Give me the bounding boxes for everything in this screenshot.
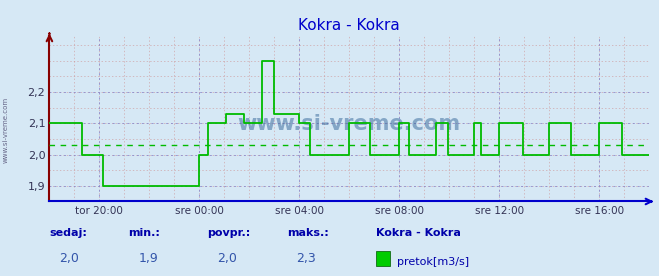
Text: 2,0: 2,0 (217, 252, 237, 265)
Text: min.:: min.: (129, 228, 160, 238)
Text: pretok[m3/s]: pretok[m3/s] (397, 257, 469, 267)
Text: maks.:: maks.: (287, 228, 328, 238)
Title: Kokra - Kokra: Kokra - Kokra (299, 18, 400, 33)
Text: Kokra - Kokra: Kokra - Kokra (376, 228, 461, 238)
Text: www.si-vreme.com: www.si-vreme.com (2, 97, 9, 163)
Text: 2,3: 2,3 (297, 252, 316, 265)
Text: 2,0: 2,0 (59, 252, 79, 265)
Text: 1,9: 1,9 (138, 252, 158, 265)
Text: sedaj:: sedaj: (49, 228, 87, 238)
Text: www.si-vreme.com: www.si-vreme.com (238, 114, 461, 134)
Text: povpr.:: povpr.: (208, 228, 251, 238)
